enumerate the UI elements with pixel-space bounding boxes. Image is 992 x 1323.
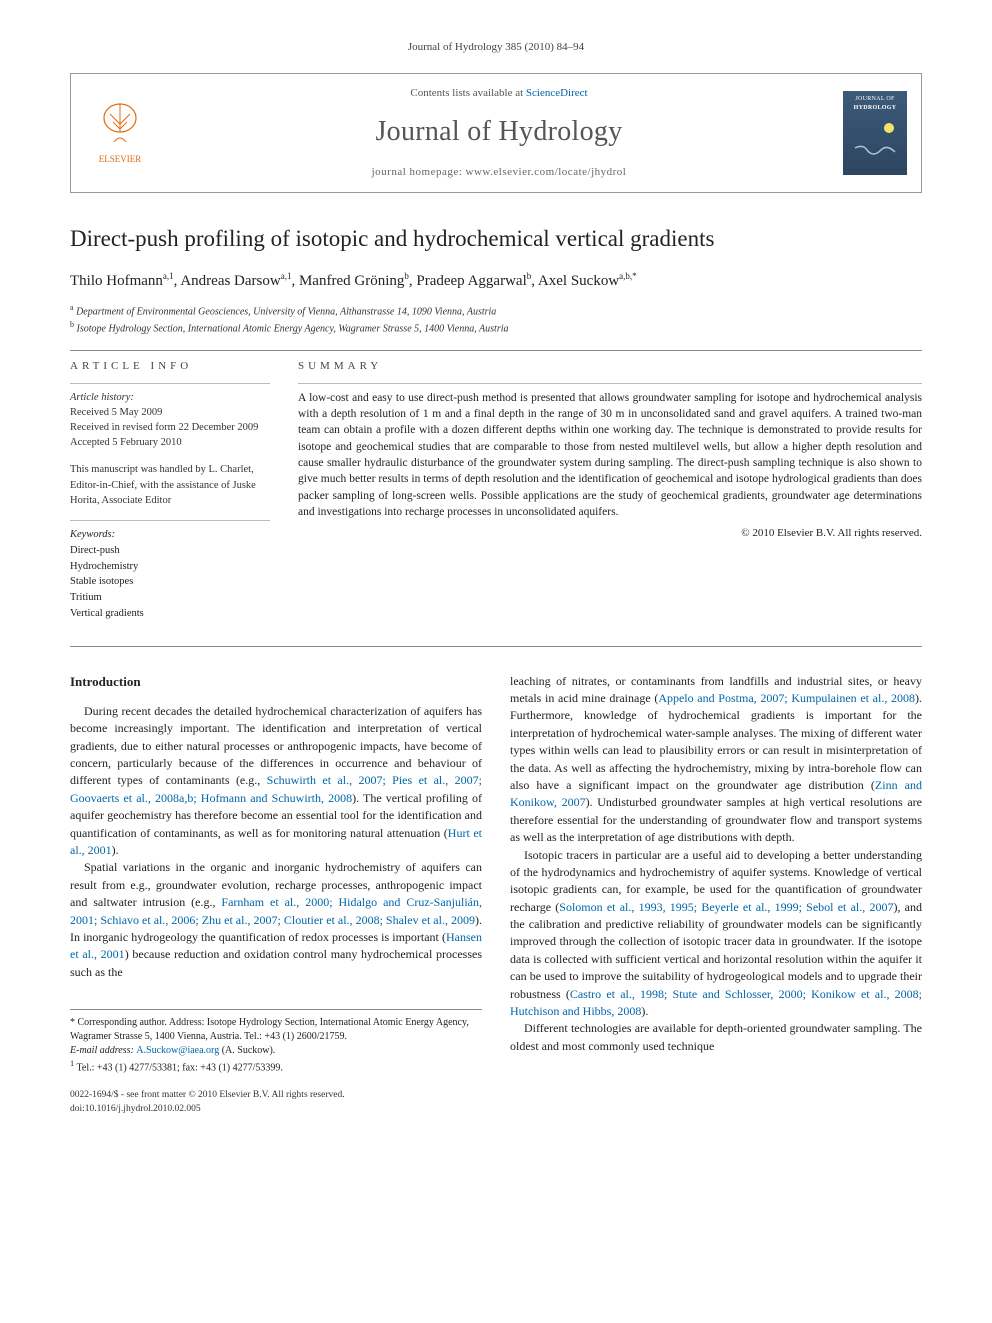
- text-run: ).: [641, 1004, 648, 1018]
- text-run: ), and the calibration and predictive re…: [510, 900, 922, 1001]
- info-summary-row: ARTICLE INFO Article history: Received 5…: [70, 359, 922, 621]
- elsevier-logo: ELSEVIER: [85, 94, 155, 172]
- author-list: Thilo Hofmanna,1, Andreas Darsowa,1, Man…: [70, 270, 922, 292]
- elsevier-label: ELSEVIER: [99, 153, 142, 166]
- footnotes-block: * Corresponding author. Address: Isotope…: [70, 1009, 482, 1075]
- intro-paragraph-1: During recent decades the detailed hydro…: [70, 703, 482, 860]
- email-link[interactable]: A.Suckow@iaea.org: [136, 1045, 219, 1056]
- keywords-block: Keywords: Direct-push Hydrochemistry Sta…: [70, 527, 270, 622]
- divider: [298, 383, 922, 384]
- intro-paragraph-3: Isotopic tracers in particular are a use…: [510, 847, 922, 1021]
- cover-art-icon: [851, 118, 899, 168]
- tel-text: Tel.: +43 (1) 4277/53381; fax: +43 (1) 4…: [77, 1062, 283, 1073]
- journal-header-box: ELSEVIER Contents lists available at Sci…: [70, 73, 922, 193]
- right-column: leaching of nitrates, or contaminants fr…: [510, 673, 922, 1116]
- affiliation-b: b Isotope Hydrology Section, Internation…: [70, 319, 922, 336]
- divider: [70, 646, 922, 647]
- article-info-label: ARTICLE INFO: [70, 359, 270, 374]
- contents-line: Contents lists available at ScienceDirec…: [169, 86, 829, 101]
- divider: [70, 383, 270, 384]
- homepage-line: journal homepage: www.elsevier.com/locat…: [169, 165, 829, 180]
- history-received: Received 5 May 2009: [70, 407, 162, 418]
- citation-link[interactable]: Solomon et al., 1993, 1995; Beyerle et a…: [559, 900, 893, 914]
- email-label: E-mail address:: [70, 1045, 136, 1056]
- journal-cover-thumbnail: JOURNAL OF HYDROLOGY: [843, 91, 907, 175]
- affiliations: a Department of Environmental Geoscience…: [70, 302, 922, 337]
- keyword: Tritium: [70, 592, 102, 603]
- keywords-label: Keywords:: [70, 529, 115, 540]
- tel-line: 1 Tel.: +43 (1) 4277/53381; fax: +43 (1)…: [70, 1058, 482, 1075]
- intro-paragraph-2: Spatial variations in the organic and in…: [70, 859, 482, 981]
- left-column: Introduction During recent decades the d…: [70, 673, 482, 1116]
- summary-column: SUMMARY A low-cost and easy to use direc…: [298, 359, 922, 621]
- section-heading-introduction: Introduction: [70, 673, 482, 691]
- divider: [70, 520, 270, 521]
- homepage-url: www.elsevier.com/locate/jhydrol: [466, 166, 627, 178]
- doi-block: 0022-1694/$ - see front matter © 2010 El…: [70, 1089, 482, 1116]
- sciencedirect-link[interactable]: ScienceDirect: [526, 87, 588, 99]
- homepage-prefix: journal homepage:: [372, 166, 466, 178]
- email-post: (A. Suckow).: [219, 1045, 275, 1056]
- corresponding-author-note: * Corresponding author. Address: Isotope…: [70, 1016, 482, 1044]
- history-label: Article history:: [70, 392, 134, 403]
- body-columns: Introduction During recent decades the d…: [70, 673, 922, 1116]
- keyword: Vertical gradients: [70, 608, 144, 619]
- doi-line: doi:10.1016/j.jhydrol.2010.02.005: [70, 1103, 482, 1116]
- cover-label-top: JOURNAL OF: [855, 95, 894, 103]
- running-head: Journal of Hydrology 385 (2010) 84–94: [70, 40, 922, 55]
- contents-prefix: Contents lists available at: [410, 87, 525, 99]
- email-line: E-mail address: A.Suckow@iaea.org (A. Su…: [70, 1044, 482, 1058]
- keyword: Hydrochemistry: [70, 561, 138, 572]
- footnote-sup: 1: [70, 1059, 74, 1068]
- text-run: ) because reduction and oxidation contro…: [70, 947, 482, 978]
- text-run: ).: [112, 843, 119, 857]
- summary-copyright: © 2010 Elsevier B.V. All rights reserved…: [298, 526, 922, 541]
- cover-label-bottom: HYDROLOGY: [854, 104, 897, 112]
- intro-paragraph-4: Different technologies are available for…: [510, 1020, 922, 1055]
- handled-by: This manuscript was handled by L. Charle…: [70, 462, 270, 508]
- article-history: Article history: Received 5 May 2009 Rec…: [70, 390, 270, 451]
- divider: [70, 350, 922, 351]
- history-revised: Received in revised form 22 December 200…: [70, 422, 258, 433]
- intro-paragraph-1-cont: leaching of nitrates, or contaminants fr…: [510, 673, 922, 847]
- elsevier-tree-icon: [98, 102, 142, 150]
- citation-link[interactable]: Castro et al., 1998; Stute and Schlosser…: [510, 987, 922, 1018]
- journal-name: Journal of Hydrology: [169, 112, 829, 151]
- history-accepted: Accepted 5 February 2010: [70, 437, 182, 448]
- summary-label: SUMMARY: [298, 359, 922, 374]
- summary-text: A low-cost and easy to use direct-push m…: [298, 390, 922, 521]
- keyword: Stable isotopes: [70, 576, 133, 587]
- text-run: ). Furthermore, knowledge of hydrochemic…: [510, 691, 922, 792]
- front-matter-line: 0022-1694/$ - see front matter © 2010 El…: [70, 1089, 482, 1102]
- header-center: Contents lists available at ScienceDirec…: [169, 86, 829, 180]
- affiliation-a: a Department of Environmental Geoscience…: [70, 302, 922, 319]
- article-title: Direct-push profiling of isotopic and hy…: [70, 223, 922, 255]
- keyword: Direct-push: [70, 545, 120, 556]
- citation-link[interactable]: Appelo and Postma, 2007; Kumpulainen et …: [658, 691, 915, 705]
- article-info-column: ARTICLE INFO Article history: Received 5…: [70, 359, 270, 621]
